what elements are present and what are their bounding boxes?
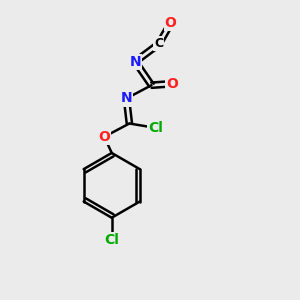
Text: C: C — [154, 38, 164, 50]
Text: N: N — [130, 55, 141, 69]
Text: O: O — [166, 77, 178, 91]
Text: O: O — [165, 16, 176, 30]
Text: N: N — [121, 92, 132, 106]
Text: O: O — [98, 130, 110, 144]
Text: Cl: Cl — [148, 121, 163, 135]
Text: Cl: Cl — [104, 233, 119, 247]
